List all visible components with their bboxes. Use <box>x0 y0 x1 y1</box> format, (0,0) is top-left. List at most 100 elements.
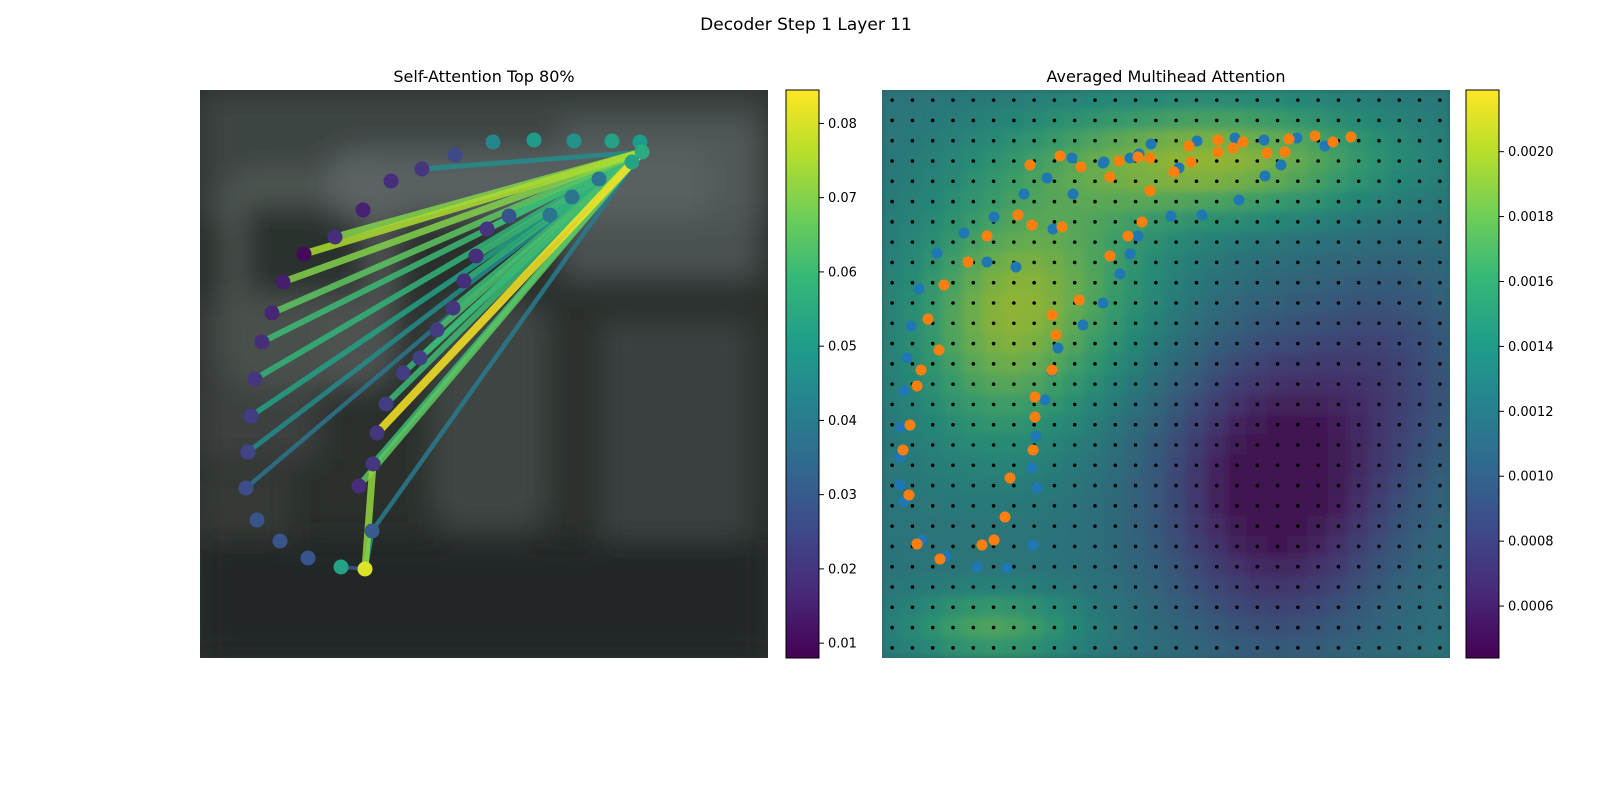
grid-dot <box>1174 220 1178 224</box>
keypoint <box>355 202 371 218</box>
grid-dot <box>910 159 915 163</box>
grid-dot <box>1316 625 1320 630</box>
self-attention-panel: Self-Attention Top 80% 0.010.020.030.040… <box>200 67 857 659</box>
grid-dot <box>1174 301 1178 305</box>
grid-dot <box>1296 524 1300 528</box>
grid-dot <box>890 362 894 366</box>
grid-dot <box>1356 646 1361 650</box>
grid-dot <box>1417 585 1422 589</box>
grid-dot <box>1012 585 1016 589</box>
grid-dot <box>1255 240 1260 244</box>
grid-dot <box>1417 646 1422 650</box>
grid-dot <box>1316 483 1320 488</box>
keypoint <box>333 559 349 575</box>
grid-dot <box>1113 179 1118 184</box>
series-a-point <box>1067 188 1079 200</box>
keypoint <box>447 147 463 163</box>
grid-dot <box>1052 159 1057 163</box>
grid-dot <box>1032 422 1036 427</box>
grid-dot <box>1377 301 1381 305</box>
grid-dot <box>1113 422 1118 427</box>
grid-dot <box>1397 159 1402 163</box>
grid-dot <box>1438 585 1442 589</box>
series-b-point <box>1027 444 1039 456</box>
grid-dot <box>1356 260 1361 265</box>
grid-dot <box>991 463 996 468</box>
grid-dot <box>951 362 955 366</box>
grid-dot <box>1397 402 1402 407</box>
grid-dot <box>890 605 894 610</box>
grid-dot <box>930 138 935 143</box>
grid-dot <box>971 402 976 407</box>
grid-dot <box>1133 179 1138 184</box>
grid-dot <box>1438 625 1442 630</box>
grid-dot <box>951 483 955 488</box>
grid-dot <box>1397 199 1402 204</box>
grid-dot <box>1356 240 1361 244</box>
grid-dot <box>1214 341 1219 346</box>
grid-dot <box>1275 280 1280 285</box>
grid-dot <box>1214 524 1219 528</box>
grid-dot <box>930 220 935 224</box>
grid-dot <box>890 422 894 427</box>
grid-dot <box>1296 220 1300 224</box>
grid-dot <box>1377 362 1381 366</box>
grid-dot <box>1377 504 1381 508</box>
grid-dot <box>1417 544 1422 549</box>
grid-dot <box>890 138 894 143</box>
grid-dot <box>1113 463 1118 468</box>
grid-dot <box>1438 341 1442 346</box>
series-b-point <box>933 344 945 356</box>
keypoint <box>456 273 472 289</box>
grid-dot <box>1133 341 1138 346</box>
grid-dot <box>1438 524 1442 528</box>
grid-dot <box>1356 463 1361 468</box>
series-b-point <box>1029 391 1041 403</box>
grid-dot <box>1336 504 1341 508</box>
series-a-point <box>905 320 917 332</box>
grid-dot <box>1072 646 1077 650</box>
grid-dot <box>951 260 955 265</box>
grid-dot <box>991 524 996 528</box>
grid-dot <box>971 301 976 305</box>
grid-dot <box>1356 382 1361 386</box>
colorbar-tick-label: 0.08 <box>828 117 857 132</box>
grid-dot <box>1417 524 1422 528</box>
grid-dot <box>1296 321 1300 326</box>
grid-dot <box>890 321 894 326</box>
series-b-point <box>1136 216 1148 228</box>
series-b-point <box>1237 136 1249 148</box>
grid-dot <box>1052 625 1057 630</box>
grid-dot <box>1154 402 1158 407</box>
series-a-point <box>1233 194 1245 206</box>
grid-dot <box>1336 585 1341 589</box>
grid-dot <box>1154 483 1158 488</box>
series-a-point <box>1165 210 1177 222</box>
grid-dot <box>1052 220 1057 224</box>
grid-dot <box>890 382 894 386</box>
grid-dot <box>1133 585 1138 589</box>
grid-dot <box>1377 98 1381 102</box>
grid-dot <box>1194 179 1199 184</box>
grid-dot <box>1194 382 1199 386</box>
grid-dot <box>1235 341 1239 346</box>
grid-dot <box>1255 159 1260 163</box>
grid-dot <box>1275 199 1280 204</box>
grid-dot <box>991 544 996 549</box>
grid-dot <box>1093 483 1097 488</box>
grid-dot <box>1438 422 1442 427</box>
grid-dot <box>1093 199 1097 204</box>
grid-dot <box>1336 321 1341 326</box>
grid-dot <box>1174 98 1178 102</box>
grid-dot <box>1214 504 1219 508</box>
grid-dot <box>991 98 996 102</box>
grid-dot <box>1052 260 1057 265</box>
grid-dot <box>1032 260 1036 265</box>
grid-dot <box>1255 362 1260 366</box>
grid-dot <box>890 564 894 569</box>
grid-dot <box>1438 199 1442 204</box>
grid-dot <box>1032 524 1036 528</box>
series-b-point <box>1345 131 1357 143</box>
grid-dot <box>1174 321 1178 326</box>
grid-dot <box>1113 483 1118 488</box>
